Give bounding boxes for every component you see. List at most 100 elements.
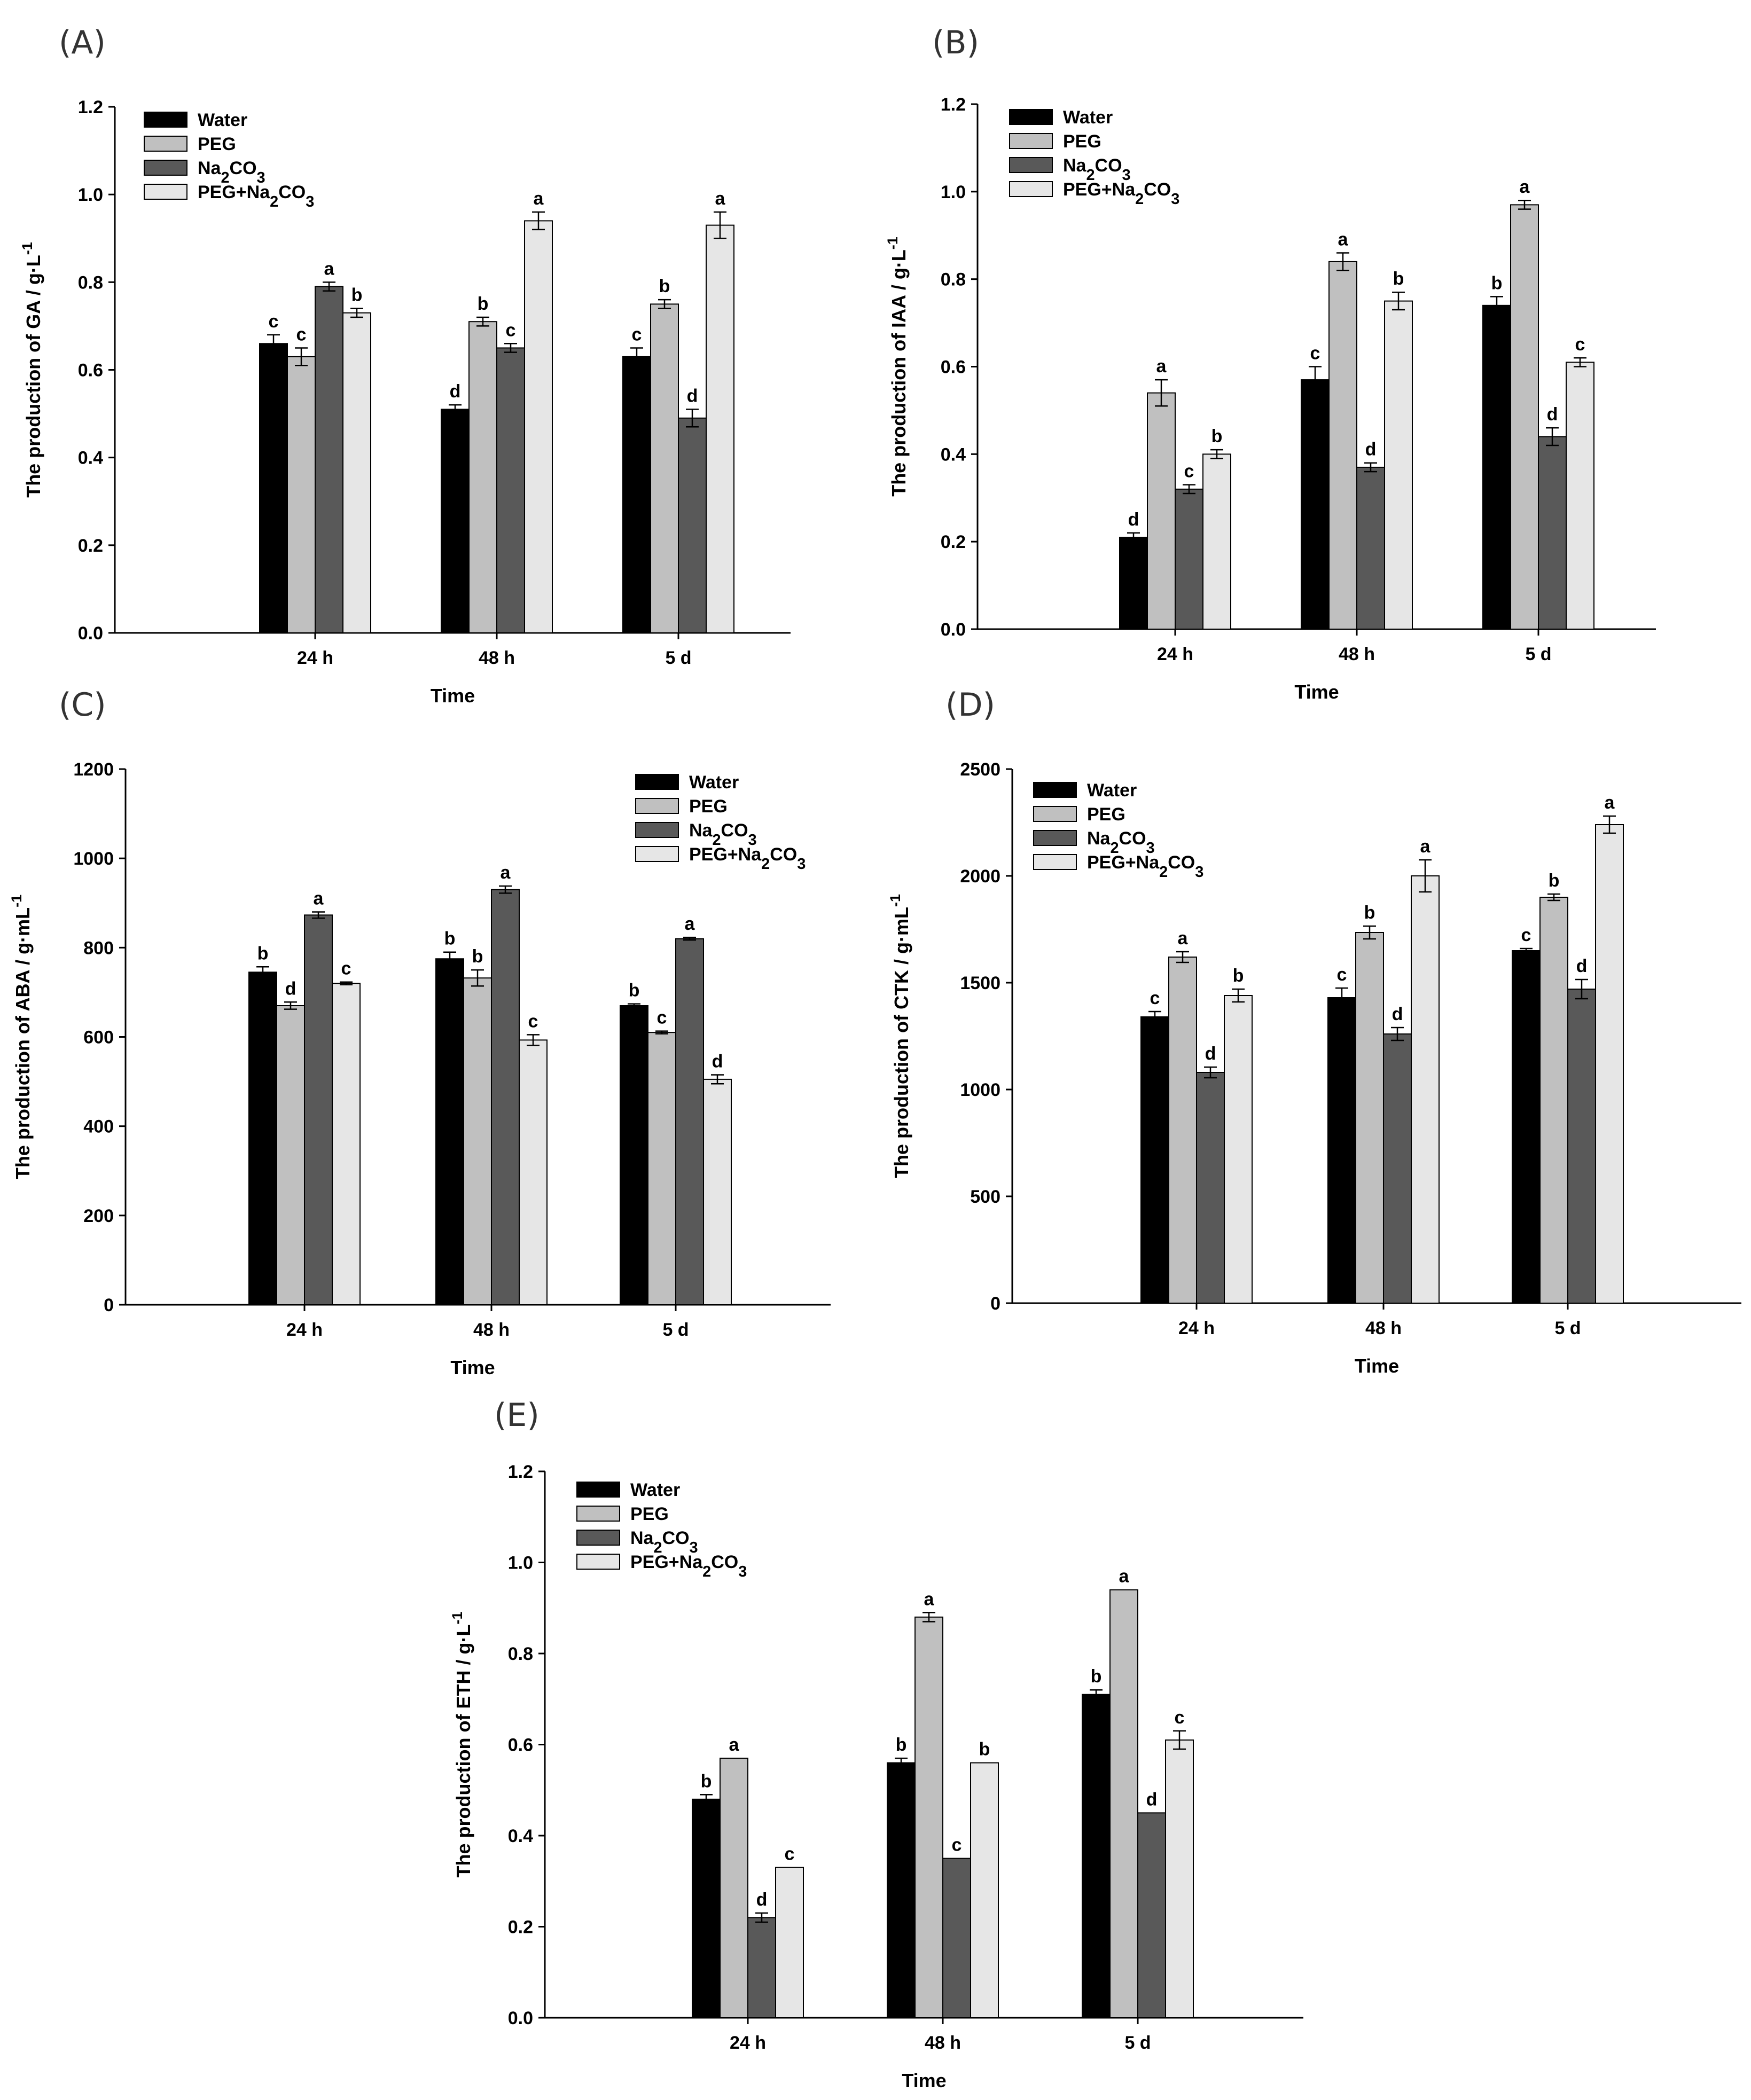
significance-label: c <box>657 1008 667 1028</box>
chart-panel-5: (E) 0.0 0.2 0.4 0.6 0.8 1.0 1.2 24 h 48 h 5 d Time T… <box>449 1397 1303 2091</box>
bar <box>914 1616 943 2019</box>
bar <box>1109 1589 1138 2018</box>
x-tick-label: 48 h <box>1365 1318 1402 1338</box>
legend-label: Na2CO3 <box>1063 155 1131 184</box>
legend-swatch <box>635 774 679 790</box>
legend-label: Na2CO3 <box>689 820 757 849</box>
bar <box>441 409 470 633</box>
bar <box>678 417 707 634</box>
y-axis-title: The production of IAA / g·L-1 <box>885 237 910 497</box>
significance-label: b <box>659 276 670 296</box>
chart-panel-1: (A) 0.0 0.2 0.4 0.6 0.8 1.0 1.2 24 h 48 h 5 d Time T… <box>19 24 791 707</box>
y-tick-label: 600 <box>83 1028 114 1048</box>
bar <box>1327 997 1356 1304</box>
y-tick-label: 0.8 <box>508 1644 533 1664</box>
bar <box>647 1032 676 1306</box>
legend-swatch <box>635 846 679 862</box>
bar <box>942 1858 971 2018</box>
significance-label: d <box>712 1052 723 1072</box>
bar <box>519 1039 548 1305</box>
significance-label: c <box>506 320 516 340</box>
significance-label: b <box>896 1735 907 1755</box>
legend-label: Water <box>630 1480 680 1500</box>
significance-label: c <box>952 1835 962 1855</box>
bar <box>304 914 333 1305</box>
significance-label: b <box>472 946 483 967</box>
significance-label: d <box>756 1890 768 1910</box>
legend-label: PEG <box>198 134 236 154</box>
bar <box>1510 204 1539 630</box>
significance-label: a <box>534 189 544 209</box>
x-tick-label: 5 d <box>662 1320 689 1340</box>
legend-swatch <box>144 136 187 152</box>
y-tick-label: 0 <box>990 1294 1000 1314</box>
legend-label: Water <box>198 110 247 130</box>
y-tick-label: 0.4 <box>941 444 966 465</box>
bar <box>1137 1812 1166 2018</box>
significance-label: d <box>687 386 698 406</box>
y-tick-label: 400 <box>83 1117 114 1137</box>
significance-label: b <box>444 929 456 949</box>
x-tick-label: 5 d <box>665 648 691 668</box>
y-tick-label: 1.2 <box>78 97 103 117</box>
y-axis-title: The production of CTK / g·mL-1 <box>887 894 912 1178</box>
significance-label: b <box>1233 966 1244 986</box>
significance-label: a <box>314 888 324 908</box>
bar <box>747 1917 776 2018</box>
significance-label: b <box>351 285 363 305</box>
y-tick-label: 0.6 <box>508 1735 533 1756</box>
x-axis-title: Time <box>431 685 475 707</box>
y-tick-label: 0 <box>104 1295 114 1315</box>
legend-swatch <box>635 822 679 838</box>
y-tick-label: 1.0 <box>941 182 966 202</box>
legend-swatch <box>1009 133 1053 149</box>
significance-label: b <box>1393 269 1404 289</box>
significance-label: b <box>1491 273 1503 293</box>
legend-label: PEG+Na2CO3 <box>689 844 806 873</box>
significance-label: b <box>1364 903 1375 923</box>
bar <box>1202 453 1231 630</box>
significance-label: d <box>1146 1789 1158 1809</box>
bar <box>1165 1739 1194 2019</box>
bar <box>248 971 277 1306</box>
legend-label: PEG <box>689 796 728 817</box>
bar <box>887 1762 916 2019</box>
bar <box>1539 897 1568 1304</box>
significance-label: a <box>924 1589 935 1609</box>
bar <box>1119 536 1148 630</box>
legend-label: PEG+Na2CO3 <box>198 182 314 210</box>
significance-label: c <box>1521 925 1531 945</box>
x-axis-title: Time <box>902 2070 946 2091</box>
y-tick-label: 1.0 <box>78 185 103 205</box>
significance-label: b <box>1091 1666 1102 1687</box>
legend-swatch <box>576 1530 620 1546</box>
bar <box>1383 1033 1412 1304</box>
legend-swatch <box>635 798 679 814</box>
significance-label: d <box>1205 1044 1216 1064</box>
bar <box>463 977 492 1306</box>
chart-panel-3: (C) 0 200 400 600 800 1000 1200 24 h 48 h 5 d Time T… <box>9 686 831 1378</box>
significance-label: c <box>269 311 279 332</box>
panel-label: (B) <box>932 24 979 61</box>
legend-label: Water <box>689 772 739 793</box>
significance-label: c <box>296 324 307 344</box>
bar <box>1082 1694 1111 2019</box>
y-tick-label: 1.0 <box>508 1553 533 1573</box>
panel-label: (A) <box>59 24 106 61</box>
x-tick-label: 48 h <box>925 2033 961 2053</box>
y-tick-label: 2000 <box>960 866 1000 887</box>
bar <box>435 958 464 1305</box>
significance-label: d <box>285 978 296 999</box>
x-tick-label: 48 h <box>473 1320 510 1340</box>
y-tick-label: 0.2 <box>941 532 966 552</box>
x-tick-label: 24 h <box>1178 1318 1215 1338</box>
legend-swatch <box>576 1554 620 1570</box>
significance-label: a <box>1420 836 1431 857</box>
bar <box>620 1005 648 1306</box>
y-tick-label: 1000 <box>960 1080 1000 1100</box>
legend-swatch <box>1033 830 1077 846</box>
bar <box>332 983 361 1305</box>
